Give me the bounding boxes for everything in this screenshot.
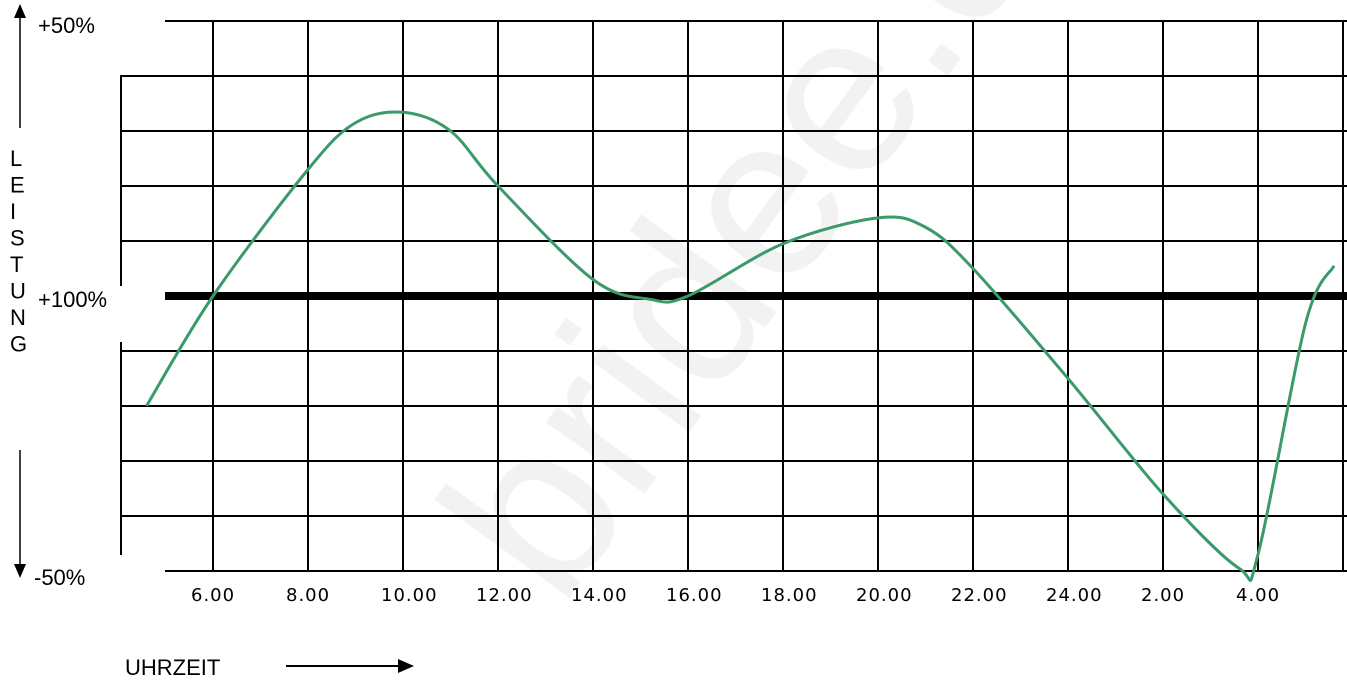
y-axis-title-letter: S (10, 226, 25, 251)
x-tick-label: 10.00 (381, 585, 438, 606)
y-axis-title-letter: I (10, 199, 16, 224)
x-tick-label: 18.00 (761, 585, 818, 606)
y-axis-title-letter: T (10, 252, 23, 277)
series-line (145, 110, 1336, 582)
x-tick-label: 16.00 (666, 585, 723, 606)
x-tick-label: 2.00 (1141, 585, 1185, 606)
x-axis-title: UHRZEIT (125, 655, 220, 680)
y-middle-label: +100% (38, 287, 107, 312)
arrow-up-icon (14, 4, 26, 18)
x-tick-label: 4.00 (1236, 585, 1280, 606)
y-axis-title-letter: E (10, 173, 25, 198)
arrow-down-icon (14, 564, 26, 578)
x-tick-label: 6.00 (191, 585, 235, 606)
y-bottom-label: -50% (34, 565, 85, 590)
y-axis-title-letter: G (10, 332, 27, 357)
watermark-text: bridee.de (392, 0, 1164, 639)
y-top-label: +50% (38, 13, 95, 38)
arrow-right-icon (398, 659, 414, 673)
x-tick-labels: 6.00 8.00 10.00 12.00 14.00 16.00 18.00 20.00 22… (191, 585, 1280, 606)
x-tick-label: 14.00 (571, 585, 628, 606)
x-tick-label: 12.00 (476, 585, 533, 606)
x-tick-label: 20.00 (856, 585, 913, 606)
x-tick-label: 8.00 (286, 585, 330, 606)
x-tick-label: 24.00 (1046, 585, 1103, 606)
y-axis-title-letter: L (10, 146, 22, 171)
y-axis-title-letter: N (10, 305, 26, 330)
y-axis-title-letter: U (10, 279, 26, 304)
x-tick-label: 22.00 (951, 585, 1008, 606)
